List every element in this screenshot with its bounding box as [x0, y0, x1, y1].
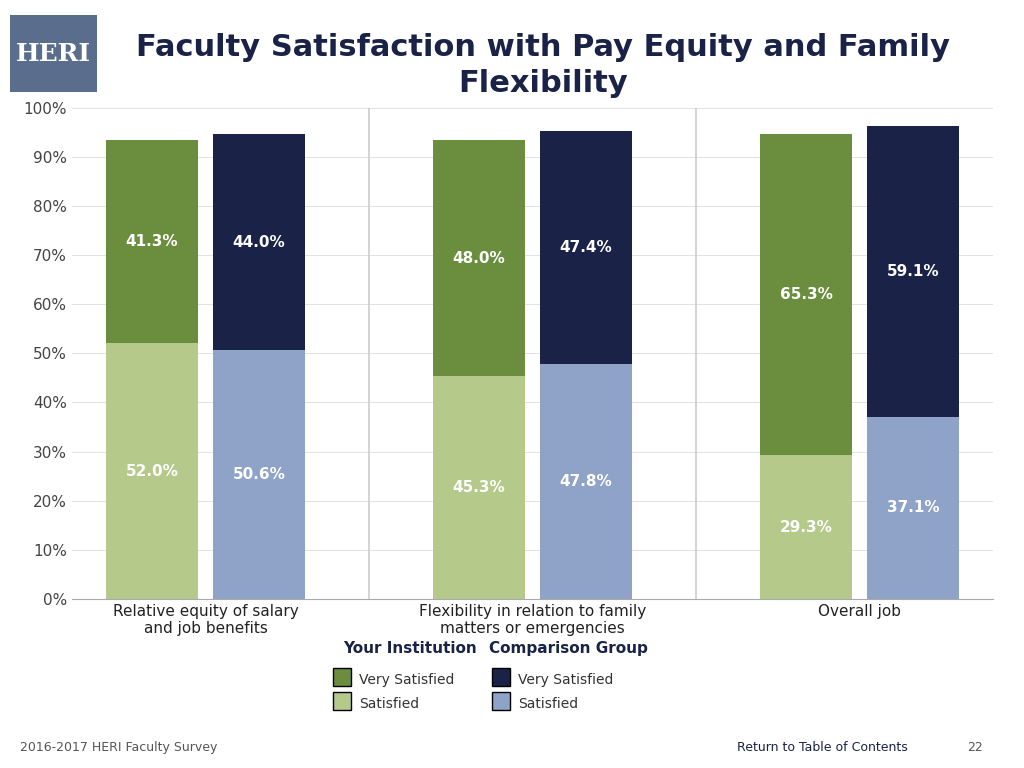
Bar: [867, 417, 958, 599]
Bar: [760, 134, 852, 455]
Text: Very Satisfied: Very Satisfied: [518, 673, 613, 687]
Bar: [760, 455, 852, 599]
Text: 29.3%: 29.3%: [779, 519, 833, 535]
Text: HERI: HERI: [16, 41, 91, 66]
Bar: [541, 364, 632, 599]
Text: Satisfied: Satisfied: [359, 697, 420, 711]
Text: 48.0%: 48.0%: [453, 251, 505, 266]
Text: 45.3%: 45.3%: [453, 480, 505, 495]
Text: 44.0%: 44.0%: [232, 235, 286, 250]
Text: Return to Table of Contents: Return to Table of Contents: [737, 741, 908, 754]
Bar: [867, 126, 958, 417]
Text: Faculty Satisfaction with Pay Equity and Family
Flexibility: Faculty Satisfaction with Pay Equity and…: [136, 33, 949, 98]
Text: Very Satisfied: Very Satisfied: [359, 673, 455, 687]
Text: Comparison Group: Comparison Group: [488, 641, 648, 657]
Text: 59.1%: 59.1%: [887, 264, 939, 279]
Text: 47.4%: 47.4%: [560, 240, 612, 255]
Bar: [541, 131, 632, 364]
Bar: [106, 141, 198, 343]
Text: 2016-2017 HERI Faculty Survey: 2016-2017 HERI Faculty Survey: [20, 741, 218, 754]
Text: 37.1%: 37.1%: [887, 501, 939, 515]
Bar: [433, 376, 524, 599]
Text: 50.6%: 50.6%: [232, 467, 286, 482]
Text: 22: 22: [968, 741, 983, 754]
Text: Satisfied: Satisfied: [518, 697, 579, 711]
Text: 52.0%: 52.0%: [126, 464, 178, 478]
Bar: [213, 350, 305, 599]
Text: 65.3%: 65.3%: [779, 287, 833, 302]
Text: 47.8%: 47.8%: [560, 474, 612, 489]
Text: 41.3%: 41.3%: [126, 234, 178, 250]
Bar: [106, 343, 198, 599]
Bar: [433, 141, 524, 376]
Text: Your Institution: Your Institution: [343, 641, 476, 657]
Bar: [213, 134, 305, 350]
